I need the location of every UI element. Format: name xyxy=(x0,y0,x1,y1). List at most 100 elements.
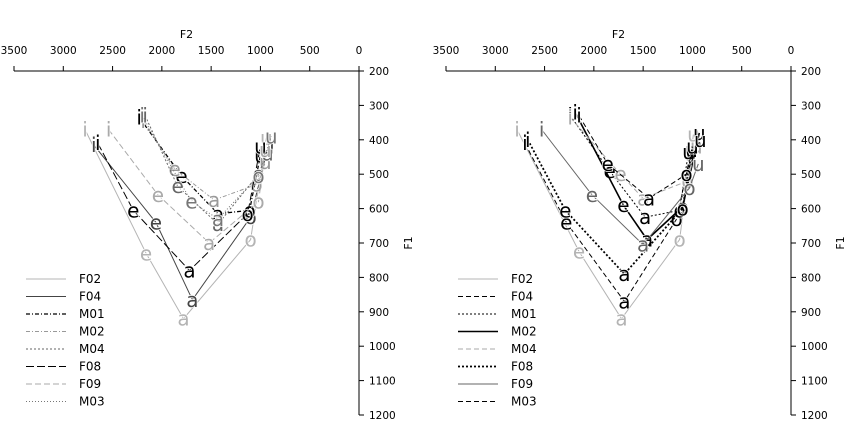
y-tick-label: 900 xyxy=(369,307,389,319)
legend-label: F04 xyxy=(79,290,101,304)
vowel-label-i: i xyxy=(572,100,578,124)
series-line xyxy=(97,142,261,272)
vowel-label-a: a xyxy=(639,205,651,229)
vowel-label-o: o xyxy=(683,176,695,200)
vowel-label-a: a xyxy=(615,307,627,331)
legend-label: M04 xyxy=(511,342,537,356)
vowel-label-i: i xyxy=(95,131,101,155)
vowel-label-e: e xyxy=(560,210,572,234)
vowel-label-e: e xyxy=(171,174,183,198)
vowel-label-a: a xyxy=(208,188,220,212)
vowel-label-u: u xyxy=(259,150,272,174)
legend-label: M03 xyxy=(79,395,105,409)
x-tick-label: 500 xyxy=(300,45,320,57)
y-tick-label: 800 xyxy=(369,272,389,284)
vowel-label-e: e xyxy=(573,240,585,264)
y-tick-label: 600 xyxy=(801,204,821,216)
vowel-label-e: e xyxy=(185,190,197,214)
y-tick-label: 1200 xyxy=(369,410,396,422)
vowel-label-o: o xyxy=(676,197,688,221)
vowel-label-u: u xyxy=(254,135,267,159)
y-tick-label: 1100 xyxy=(801,376,828,388)
y-tick-label: 700 xyxy=(369,238,389,250)
x-tick-label: 1000 xyxy=(247,45,274,57)
legend-label: F04 xyxy=(511,290,533,304)
x-axis-label: F2 xyxy=(180,28,193,41)
y-tick-label: 500 xyxy=(801,169,821,181)
series-M01: iea ou xyxy=(136,105,268,227)
x-axis-label: F2 xyxy=(612,28,625,41)
left-vowel-chart: 3500 3000 2500 2000 1500 1000 500 0 F2 200 300 400 5… xyxy=(1,28,415,422)
series-line xyxy=(138,117,262,215)
series-line xyxy=(569,117,697,199)
y-axis-label: F1 xyxy=(834,236,847,249)
vowel-label-e: e xyxy=(602,152,614,176)
legend-label: F02 xyxy=(511,272,533,286)
vowel-label-o: o xyxy=(244,228,256,252)
x-tick-label: 2500 xyxy=(531,45,558,57)
legend-label: F09 xyxy=(511,377,533,391)
legend-label: M04 xyxy=(79,342,105,356)
x-tick-label: 2000 xyxy=(148,45,175,57)
series-line xyxy=(524,142,692,303)
x-tick-label: 1500 xyxy=(630,45,657,57)
vowel-label-a: a xyxy=(203,231,215,255)
vowel-label-e: e xyxy=(603,159,615,183)
vowel-label-i: i xyxy=(106,117,112,141)
x-tick-label: 3500 xyxy=(433,45,460,57)
y-tick-label: 400 xyxy=(801,135,821,147)
vowel-label-a: a xyxy=(637,186,649,210)
vowel-label-o: o xyxy=(252,164,264,188)
legend-label: F08 xyxy=(79,360,101,374)
vowel-label-a: a xyxy=(618,289,630,313)
vowel-label-o: o xyxy=(252,190,264,214)
series-line xyxy=(141,115,272,220)
x-tick-label: 2500 xyxy=(99,45,126,57)
y-tick-label: 900 xyxy=(801,307,821,319)
vowel-label-a: a xyxy=(183,259,195,283)
vowel-label-i: i xyxy=(140,109,146,133)
vowel-label-e: e xyxy=(175,164,187,188)
vowel-label-e: e xyxy=(152,183,164,207)
x-tick-label: 3500 xyxy=(1,45,28,57)
x-tick-label: 0 xyxy=(788,45,795,57)
vowel-label-u: u xyxy=(690,135,703,159)
y-tick-label: 800 xyxy=(801,272,821,284)
y-tick-label: 1000 xyxy=(369,341,396,353)
vowel-label-i: i xyxy=(539,117,545,141)
legend-label: M02 xyxy=(511,325,537,339)
vowel-label-u: u xyxy=(692,152,705,176)
series-line xyxy=(108,129,266,244)
vowel-label-a: a xyxy=(212,202,224,226)
vowel-label-i: i xyxy=(525,128,531,152)
y-axis-label: F1 xyxy=(402,236,415,249)
vowel-label-i: i xyxy=(514,117,520,141)
vowel-label-a: a xyxy=(643,186,655,210)
vowel-label-i: i xyxy=(139,104,145,128)
series-line xyxy=(516,129,694,320)
vowel-label-i: i xyxy=(136,105,142,129)
x-tick-label: 1500 xyxy=(198,45,225,57)
legend: F02 F04 M01 M02 M04 F08 F09 M03 xyxy=(26,272,105,409)
series-line xyxy=(93,144,269,301)
vowel-label-u: u xyxy=(682,140,695,164)
vowel-label-i: i xyxy=(576,104,582,128)
x-tick-label: 2000 xyxy=(580,45,607,57)
series-line xyxy=(541,129,699,246)
y-tick-label: 300 xyxy=(801,100,821,112)
vowel-label-e: e xyxy=(150,210,162,234)
y-tick-label: 600 xyxy=(369,204,389,216)
legend-label: M01 xyxy=(511,307,537,321)
x-tick-label: 3000 xyxy=(50,45,77,57)
y-tick-label: 200 xyxy=(801,66,821,78)
vowel-label-e: e xyxy=(559,198,571,222)
vowel-label-u: u xyxy=(694,128,707,152)
vowel-label-a: a xyxy=(637,233,649,257)
